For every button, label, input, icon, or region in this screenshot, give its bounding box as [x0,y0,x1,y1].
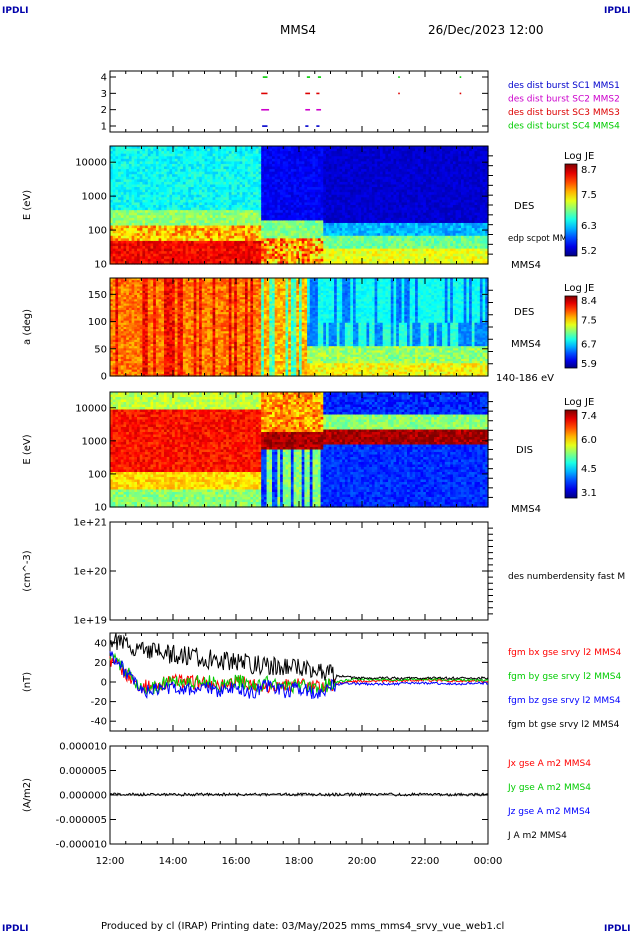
burst-interval [305,109,310,111]
burst-interval [305,93,310,95]
legend-label: des dist burst SC1 MMS1 [508,81,620,91]
burst-panel: 4 3 2 1 des dist burst SC1 MMS1 des dist burs… [101,71,620,133]
y-tick-label: 4 [101,73,107,84]
y-tick-label: 1 [101,122,107,133]
burst-interval [307,76,310,78]
y-tick-label: 3 [101,89,107,100]
burst-interval [316,93,319,95]
logo-top-right: IPDLI [604,6,630,16]
burst-interval [398,93,400,95]
burst-interval [261,109,269,111]
legend-label: des dist burst SC4 MMS4 [508,122,620,132]
y-tick-label: 2 [101,105,107,116]
panel-frame [110,71,488,132]
burst-interval [261,93,267,95]
footer-credit: Produced by cl (IRAP) Printing date: 03/… [101,921,504,932]
date-title: 26/Dec/2023 12:00 [428,23,544,37]
burst-interval [316,109,321,111]
mission-title: MMS4 [280,23,316,37]
burst-interval [263,76,268,78]
legend-label: des dist burst SC3 MMS3 [508,108,620,118]
burst-interval [460,76,462,78]
logo-bottom-left: IPDLI [2,924,29,934]
logo-top-left: IPDLI [2,6,29,16]
burst-interval [262,125,267,127]
burst-interval [305,125,308,127]
legend-label: des dist burst SC2 MMS2 [508,95,620,105]
logo-bottom-right: IPDLI [604,924,630,934]
burst-interval [398,76,400,78]
burst-interval [318,76,321,78]
burst-interval [460,93,462,95]
burst-interval [316,125,319,127]
